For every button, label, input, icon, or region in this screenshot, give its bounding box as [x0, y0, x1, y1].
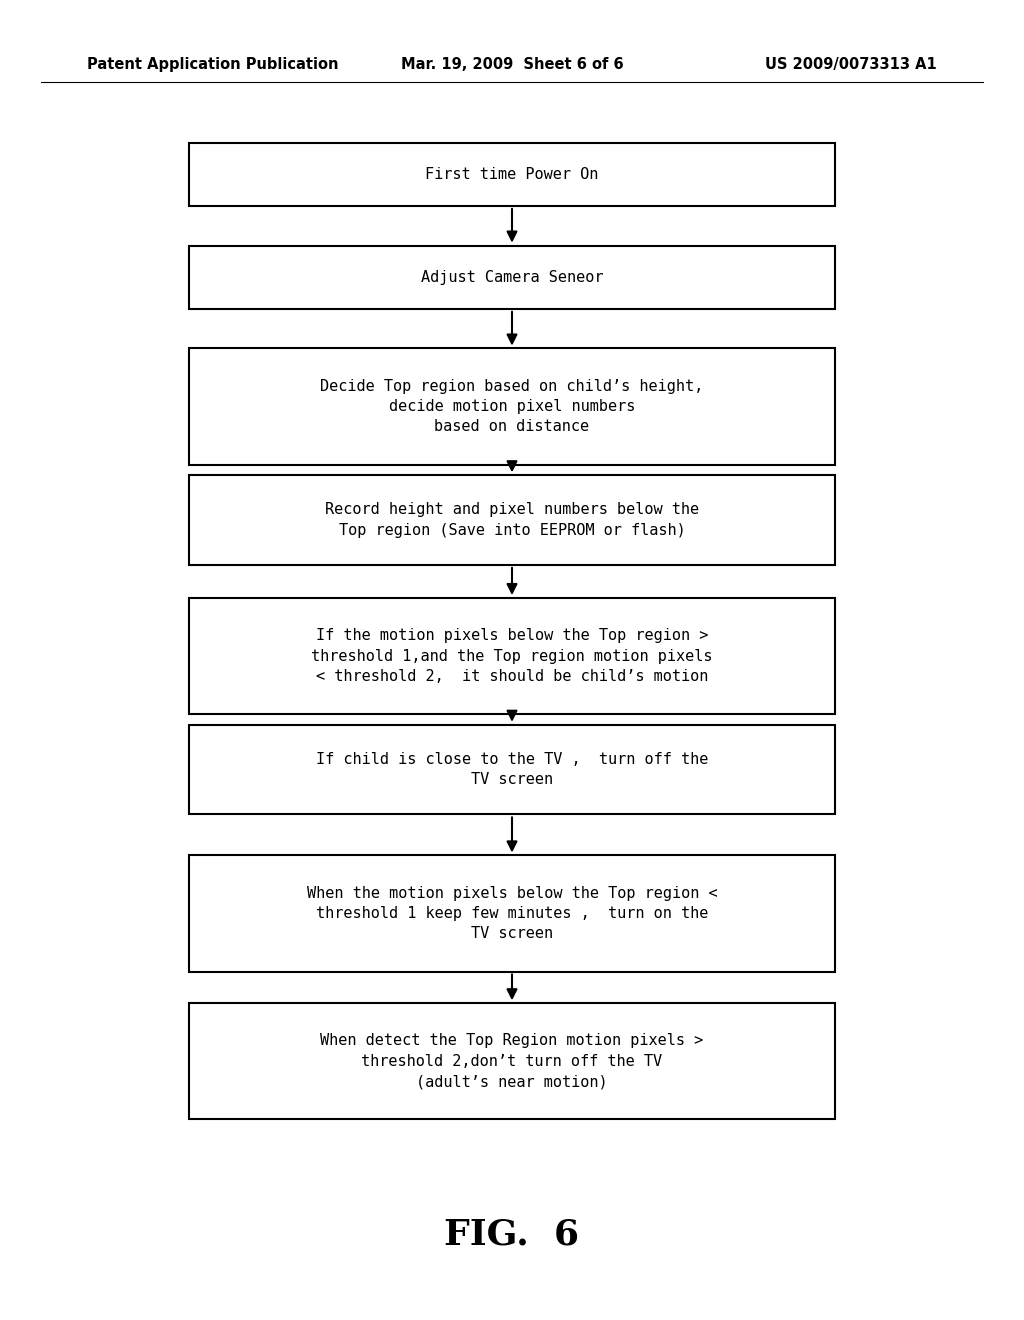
Text: Mar. 19, 2009  Sheet 6 of 6: Mar. 19, 2009 Sheet 6 of 6: [400, 57, 624, 73]
Text: When the motion pixels below the Top region <
threshold 1 keep few minutes ,  tu: When the motion pixels below the Top reg…: [306, 886, 718, 941]
Text: When detect the Top Region motion pixels >
threshold 2,don’t turn off the TV
(ad: When detect the Top Region motion pixels…: [321, 1034, 703, 1089]
Text: Patent Application Publication: Patent Application Publication: [87, 57, 339, 73]
Text: If the motion pixels below the Top region >
threshold 1,and the Top region motio: If the motion pixels below the Top regio…: [311, 628, 713, 684]
Bar: [189, 725, 835, 814]
Text: If child is close to the TV ,  turn off the
TV screen: If child is close to the TV , turn off t…: [315, 752, 709, 787]
Bar: [189, 475, 835, 565]
Text: FIG.  6: FIG. 6: [444, 1217, 580, 1251]
Text: US 2009/0073313 A1: US 2009/0073313 A1: [765, 57, 937, 73]
Text: Record height and pixel numbers below the
Top region (Save into EEPROM or flash): Record height and pixel numbers below th…: [325, 503, 699, 537]
Text: Decide Top region based on child’s height,
decide motion pixel numbers
based on : Decide Top region based on child’s heigh…: [321, 379, 703, 434]
Bar: [189, 1003, 835, 1119]
Bar: [189, 143, 835, 206]
Bar: [189, 855, 835, 972]
Bar: [189, 246, 835, 309]
Text: First time Power On: First time Power On: [425, 166, 599, 182]
Bar: [189, 348, 835, 465]
Text: Adjust Camera Seneor: Adjust Camera Seneor: [421, 269, 603, 285]
Bar: [189, 598, 835, 714]
